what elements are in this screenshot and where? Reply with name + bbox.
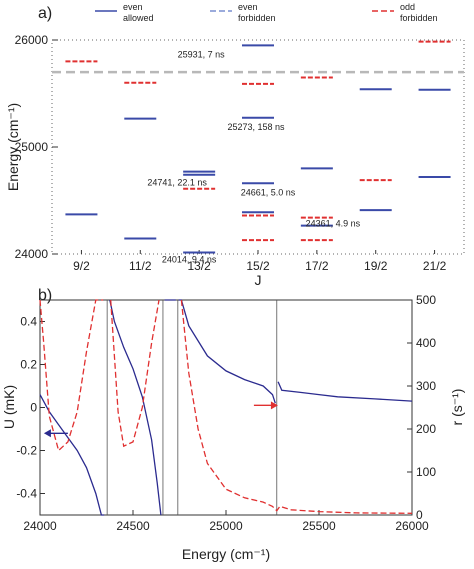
level-annotation: 24361, 4.9 ns xyxy=(306,218,361,228)
panel-b-xtick-label: 24500 xyxy=(116,519,150,533)
panel-b-y2tick-label: 500 xyxy=(416,293,436,307)
panel-a-xtick-label: 11/2 xyxy=(129,259,152,273)
panel-a-xtick-label: 19/2 xyxy=(364,259,388,273)
panel-b-xtick-label: 25500 xyxy=(302,519,336,533)
panel-b-xtick-label: 24000 xyxy=(23,519,57,533)
panel-a-xtick-label: 13/2 xyxy=(187,259,211,273)
panel-b-curves xyxy=(39,299,413,516)
panel-a-xtick-label: 15/2 xyxy=(246,259,270,273)
panel-a-annotations: 25931, 7 ns 25273, 158 ns 24741, 22.1 ns 24… xyxy=(147,49,360,264)
level-annotation: 24741, 22.1 ns xyxy=(147,178,207,188)
level-annotation: 25273, 158 ns xyxy=(227,122,285,132)
panel-a-x-axis-label: J xyxy=(255,272,262,288)
panel-a-ticks: 24000 25000 26000 9/2 11/2 13/2 15/2 17/2 19/2 21… xyxy=(15,33,464,273)
panel-b-arrows xyxy=(43,401,278,438)
legend-label-line2: allowed xyxy=(123,13,154,23)
panel-b-ytick-label: -0.4 xyxy=(16,487,37,501)
arrow-head-icon xyxy=(270,401,278,410)
panel-a-ytick-label: 24000 xyxy=(15,247,49,261)
panel-b-ytick-label: 0.2 xyxy=(20,358,37,372)
panel-b-xtick-label: 26000 xyxy=(395,519,429,533)
potential-curve-U xyxy=(39,299,413,516)
level-annotation: 25931, 7 ns xyxy=(178,49,226,59)
panel-b-y2tick-label: 400 xyxy=(416,336,436,350)
level-annotation: 24661, 5.0 ns xyxy=(241,187,296,197)
panel-a-ytick-label: 25000 xyxy=(15,140,49,154)
panel-a-ytick-label: 26000 xyxy=(15,33,49,47)
panel-b-y-axis-label: U (mK) xyxy=(1,385,17,429)
panel-b-y2tick-label: 100 xyxy=(416,465,436,479)
panel-b-y2tick-label: 300 xyxy=(416,379,436,393)
panel-a-xtick-label: 17/2 xyxy=(305,259,329,273)
panel-a-xtick-label: 9/2 xyxy=(73,259,90,273)
legend-label-line1: even xyxy=(123,2,143,12)
panel-b-ticks: 24000 24500 25000 25500 26000 -0.4 -0.2 0 0.2 0.4… xyxy=(16,293,436,533)
level-annotation: 24014, 9.4 ns xyxy=(162,255,217,265)
panel-b-x-axis-label: Energy (cm⁻¹) xyxy=(182,546,270,562)
legend-label-line2: forbidden xyxy=(400,13,438,23)
scattering-rate-curve-r xyxy=(39,299,413,514)
panel-a-levels xyxy=(65,40,451,254)
legend-label-line1: odd xyxy=(400,2,415,12)
panel-b-ytick-label: -0.2 xyxy=(16,444,37,458)
panel-a-label: a) xyxy=(38,5,52,22)
panel-b-y2tick-label: 200 xyxy=(416,422,436,436)
panel-b-ytick-label: 0 xyxy=(30,401,37,415)
panel-b-xtick-label: 25000 xyxy=(209,519,243,533)
legend-label-line1: even xyxy=(238,2,258,12)
panel-b-y2-axis-label: r (s⁻¹) xyxy=(449,389,465,426)
panel-b-ytick-label: 0.4 xyxy=(20,315,37,329)
panel-a-y-axis-label: Energy (cm⁻¹) xyxy=(5,103,21,191)
panel-b-plot-frame xyxy=(39,299,413,516)
panel-b-y2tick-label: 0 xyxy=(416,508,423,522)
arrow-head-icon xyxy=(43,429,51,438)
panel-a-xtick-label: 21/2 xyxy=(423,259,447,273)
legend-label-line2: forbidden xyxy=(238,13,276,23)
